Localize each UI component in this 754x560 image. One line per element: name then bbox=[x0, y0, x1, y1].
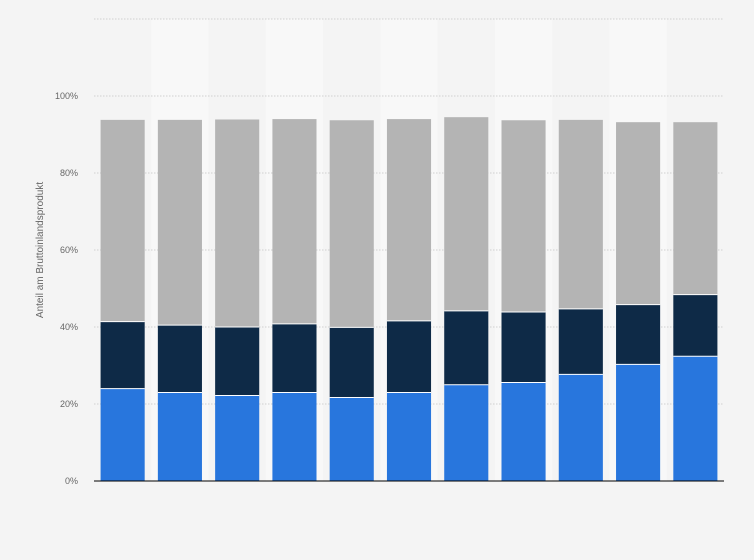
bar-segment-series-2[interactable] bbox=[444, 310, 489, 385]
bar-segment-series-2[interactable] bbox=[329, 327, 374, 398]
bar-segment-series-2[interactable] bbox=[673, 294, 718, 357]
y-tick-label: 80% bbox=[60, 168, 78, 178]
bar-segment-series-1[interactable] bbox=[616, 364, 661, 481]
bar-segment-series-2[interactable] bbox=[386, 320, 432, 393]
y-tick-label: 0% bbox=[65, 476, 78, 486]
bar-segment-series-1[interactable] bbox=[329, 397, 374, 481]
bar-segment-series-1[interactable] bbox=[501, 382, 546, 481]
bar-segment-series-2[interactable] bbox=[501, 311, 546, 383]
bar-segment-series-3[interactable] bbox=[673, 122, 718, 295]
bar-segment-series-3[interactable] bbox=[558, 119, 603, 309]
bar-segment-series-2[interactable] bbox=[616, 304, 661, 365]
y-tick-label: 60% bbox=[60, 245, 78, 255]
bar-segment-series-3[interactable] bbox=[386, 119, 432, 321]
y-tick-label: 100% bbox=[55, 91, 78, 101]
bar-segment-series-1[interactable] bbox=[444, 384, 489, 481]
bar-segment-series-3[interactable] bbox=[157, 119, 202, 326]
bar-segment-series-3[interactable] bbox=[501, 120, 546, 312]
bars bbox=[100, 117, 718, 481]
bar-segment-series-2[interactable] bbox=[215, 327, 260, 396]
bar-segment-series-2[interactable] bbox=[100, 321, 145, 389]
bar-segment-series-2[interactable] bbox=[157, 325, 202, 393]
bar-segment-series-2[interactable] bbox=[272, 323, 317, 393]
bar-segment-series-3[interactable] bbox=[272, 119, 317, 324]
bar-segment-series-3[interactable] bbox=[100, 119, 145, 322]
bar-segment-series-1[interactable] bbox=[558, 374, 603, 481]
y-tick-label: 40% bbox=[60, 322, 78, 332]
bar-segment-series-3[interactable] bbox=[329, 120, 374, 328]
bar-segment-series-3[interactable] bbox=[215, 119, 260, 327]
bar-segment-series-1[interactable] bbox=[272, 392, 317, 481]
y-axis-tick-labels: 0% 20% 40% 60% 80% 100% bbox=[55, 91, 78, 486]
bar-segment-series-1[interactable] bbox=[673, 356, 718, 481]
bar-segment-series-3[interactable] bbox=[616, 122, 661, 305]
y-tick-label: 20% bbox=[60, 399, 78, 409]
bar-segment-series-3[interactable] bbox=[444, 117, 489, 311]
bar-segment-series-2[interactable] bbox=[558, 308, 603, 375]
bar-segment-series-1[interactable] bbox=[386, 392, 432, 481]
bar-segment-series-1[interactable] bbox=[215, 395, 260, 481]
bar-segment-series-1[interactable] bbox=[157, 392, 202, 481]
bar-segment-series-1[interactable] bbox=[100, 388, 145, 481]
y-axis-title: Anteil am Bruttoinlandsprodukt bbox=[35, 182, 46, 318]
